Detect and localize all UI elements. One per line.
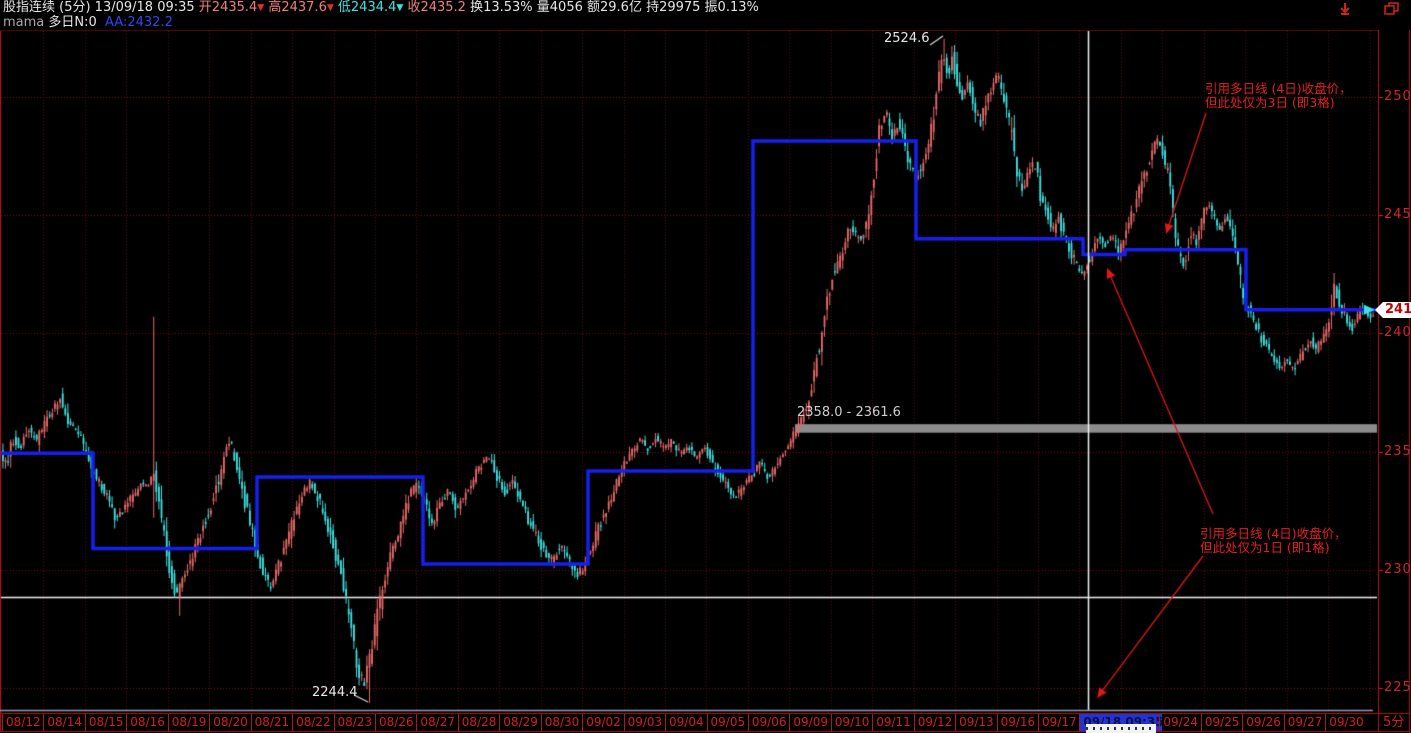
- date-axis-label: 08/29: [499, 714, 543, 731]
- date-axis-label: 09/05: [706, 714, 751, 731]
- date-axis-label: 09/10: [830, 714, 875, 731]
- header-text-segment: AA:2432.2: [105, 15, 173, 30]
- date-axis-label: 09/27: [1283, 714, 1328, 731]
- indicator-legend-line: mama 多日N:0 AA:2432.2: [3, 16, 173, 30]
- period-selector-label[interactable]: 5分: [1383, 715, 1405, 730]
- date-axis-label: 08/16: [126, 714, 170, 731]
- header-text-segment: 换13.53% 量4056 额29.6亿 持29975 振0.13%: [470, 0, 759, 15]
- date-axis-label: 09/24: [1159, 714, 1203, 731]
- date-axis-label: 08/20: [209, 714, 253, 731]
- date-axis-label: 08/19: [167, 714, 212, 731]
- header-text-segment: 开2435.4: [198, 0, 258, 15]
- date-axis-label: 08/23: [333, 714, 378, 731]
- header-text-segment: 多日N:0: [48, 15, 106, 30]
- scroll-down-arrow-icon[interactable]: [1337, 2, 1353, 15]
- clipped-tooltip: [1086, 724, 1156, 733]
- price-axis-tick-label: 2400: [1384, 325, 1411, 341]
- date-axis-label: 09/02: [582, 714, 626, 731]
- restore-window-icon[interactable]: [1384, 2, 1400, 15]
- date-axis-label: 08/15: [84, 714, 129, 731]
- price-axis-tick-label: 2300: [1384, 561, 1411, 577]
- date-axis-label: 08/30: [540, 714, 585, 731]
- header-text-segment: mama: [3, 15, 49, 30]
- quote-summary-line: 股指连续 (5分) 13/09/18 09:35 开2435.4▼ 高2437.…: [3, 1, 759, 16]
- date-axis-label: 09/16: [996, 714, 1041, 731]
- gap-zone-range-label: 2358.0 - 2361.6: [797, 405, 901, 420]
- annotation-text: 引用多日线 (4日)收盘价， 但此处仅为1日 (即1格): [1200, 526, 1347, 555]
- date-axis-label: 09/30: [1325, 714, 1369, 731]
- date-axis-label: 09/03: [623, 714, 668, 731]
- date-axis-label: 09/17: [1038, 714, 1082, 731]
- price-axis-tick-label: 2350: [1384, 443, 1411, 459]
- date-axis-label: 08/22: [292, 714, 336, 731]
- annotation-text: 引用多日线 (4日)收盘价， 但此处仅为3日 (即3格): [1205, 81, 1352, 110]
- date-axis-label: 08/26: [375, 714, 419, 731]
- date-axis-label: 09/13: [955, 714, 999, 731]
- header-text-segment: ▼: [396, 3, 404, 13]
- header-text-segment: ▼: [326, 3, 334, 13]
- header-text-segment: ▼: [257, 3, 265, 13]
- date-axis-label: 09/12: [913, 714, 958, 731]
- date-axis-label: 08/28: [457, 714, 502, 731]
- date-axis-label: 09/26: [1242, 714, 1286, 731]
- header-text-segment: 收2435.2: [403, 0, 471, 15]
- session-low-label: 2244.4: [312, 685, 358, 700]
- date-axis-label: 08/12: [2, 714, 46, 731]
- last-price-tag: 2410: [1374, 301, 1411, 318]
- date-axis-label: 08/14: [43, 714, 87, 731]
- date-axis-bar: 08/12 08/14 08/15 08/16 08/19 08/20 08/21 08/22…: [0, 714, 1411, 732]
- date-axis-label: 09/25: [1200, 714, 1245, 731]
- header-text-segment: 高2437.6: [264, 0, 327, 15]
- date-axis-label: 09/04: [665, 714, 709, 731]
- date-axis-label: 08/27: [416, 714, 460, 731]
- header-text-segment: 低2434.4: [333, 0, 397, 15]
- session-high-label: 2524.6: [884, 31, 930, 46]
- date-axis-label: 09/11: [872, 714, 916, 731]
- date-axis-label: 09/06: [747, 714, 792, 731]
- price-axis-tick-label: 2500: [1384, 89, 1411, 104]
- date-axis-label: 08/21: [250, 714, 295, 731]
- date-axis-label: 09/09: [789, 714, 833, 731]
- quote-header-bar: 股指连续 (5分) 13/09/18 09:35 开2435.4▼ 高2437.…: [0, 0, 1411, 30]
- price-axis-tick-label: 2450: [1384, 207, 1411, 223]
- header-text-segment: 股指连续 (5分) 13/09/18 09:35: [3, 0, 199, 15]
